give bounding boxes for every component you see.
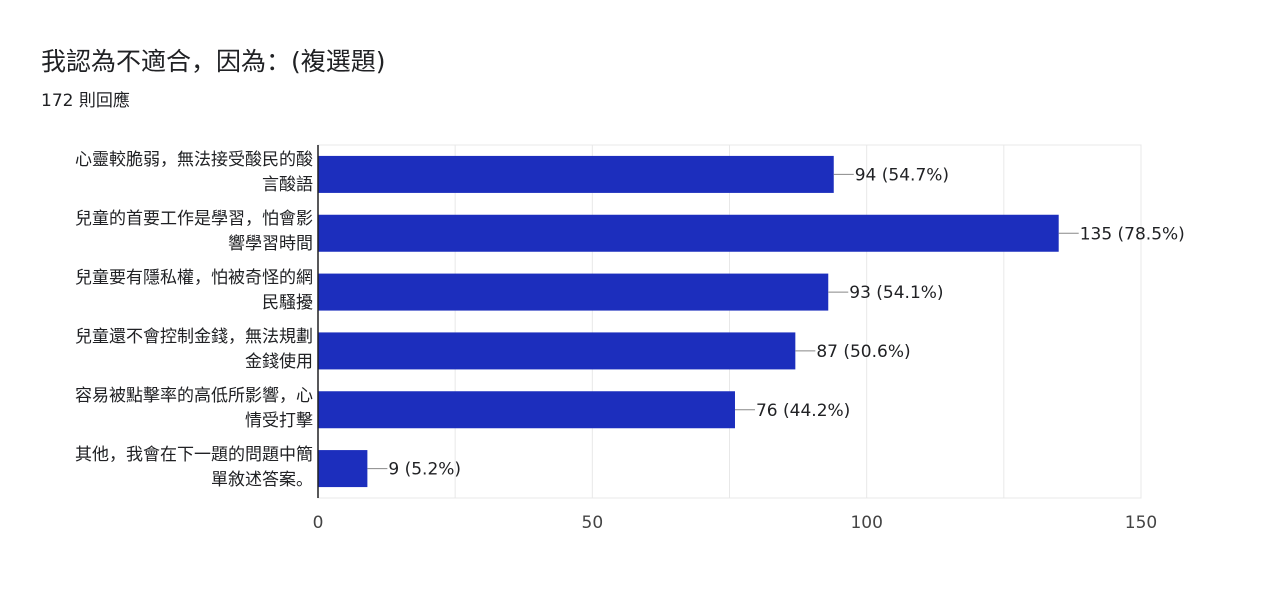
category-label-line: 兒童要有隱私權，怕被奇怪的網: [75, 268, 313, 289]
category-label-4: 容易被點擊率的高低所影響，心情受打擊: [13, 384, 313, 434]
x-tick-label-50: 50: [582, 513, 604, 533]
bar-0: [318, 155, 834, 193]
value-label-2: 93 (54.1%): [849, 283, 943, 303]
x-tick-label-150: 150: [1125, 513, 1157, 533]
category-label-3: 兒童還不會控制金錢，無法規劃金錢使用: [13, 325, 313, 375]
category-label-line: 兒童的首要工作是學習，怕會影: [75, 209, 313, 230]
bar-3: [318, 332, 796, 370]
category-label-2: 兒童要有隱私權，怕被奇怪的網民騷擾: [13, 266, 313, 316]
category-label-1: 兒童的首要工作是學習，怕會影響學習時間: [13, 207, 313, 257]
bar-4: [318, 391, 735, 429]
category-label-line: 心靈較脆弱，無法接受酸民的酸: [75, 150, 313, 171]
category-label-line: 單敘述答案。: [211, 469, 313, 490]
category-label-line: 言酸語: [262, 175, 313, 196]
bar-1: [318, 214, 1059, 252]
category-label-line: 響學習時間: [228, 234, 313, 255]
x-tick-label-100: 100: [850, 513, 882, 533]
category-label-line: 其他，我會在下一題的問題中簡: [75, 444, 313, 465]
value-label-3: 87 (50.6%): [816, 342, 910, 362]
category-label-line: 容易被點擊率的高低所影響，心: [75, 385, 313, 406]
response-count: 172 則回應: [41, 91, 130, 111]
x-tick-label-0: 0: [313, 513, 324, 533]
bar-5: [318, 450, 368, 488]
category-label-0: 心靈較脆弱，無法接受酸民的酸言酸語: [13, 148, 313, 198]
category-label-line: 情受打擊: [245, 410, 313, 431]
category-label-5: 其他，我會在下一題的問題中簡單敘述答案。: [13, 443, 313, 493]
value-label-1: 135 (78.5%): [1080, 224, 1185, 244]
value-label-0: 94 (54.7%): [855, 165, 949, 185]
value-label-4: 76 (44.2%): [756, 401, 850, 421]
value-label-5: 9 (5.2%): [388, 460, 461, 480]
bar-2: [318, 273, 829, 311]
chart-title: 我認為不適合，因為：(複選題): [41, 47, 386, 76]
category-label-line: 兒童還不會控制金錢，無法規劃: [75, 326, 313, 347]
category-label-line: 民騷擾: [262, 293, 313, 314]
category-label-line: 金錢使用: [245, 351, 313, 372]
